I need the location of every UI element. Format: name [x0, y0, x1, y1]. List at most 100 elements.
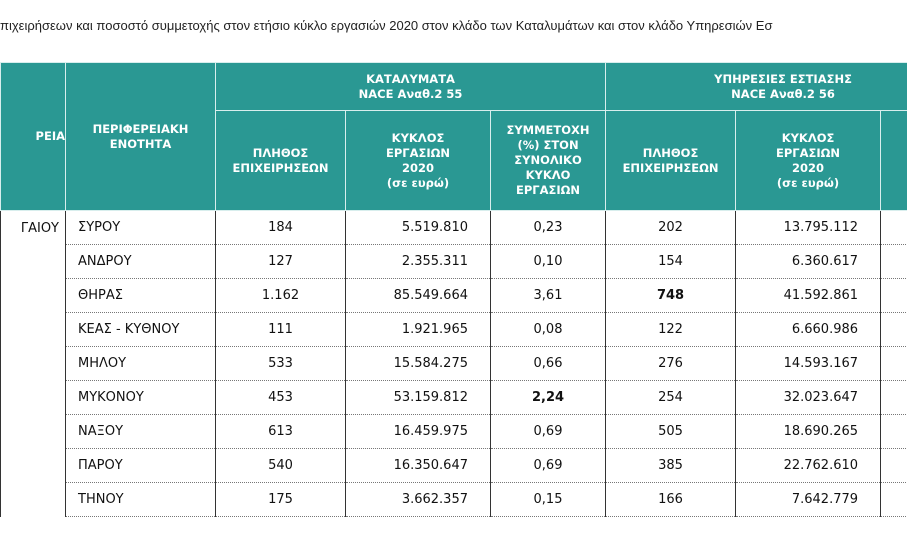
- table-cell: 254: [605, 380, 737, 415]
- header-line: ΣΥΜΜΕΤΟΧΗ: [506, 123, 590, 137]
- column-header: ΚΥΚΛΟΣ ΕΡΓΑΣΙΩΝ 2020 (σε ευρώ): [735, 110, 882, 211]
- table-cell: 0,23: [489, 210, 607, 245]
- column-header: ΣΥΣ: [880, 110, 907, 211]
- table-cell: 385: [605, 448, 737, 483]
- region-cell: ΓΑΙΟΥ: [0, 210, 66, 517]
- column-header: ΠΛΗΘΟΣ ΕΠΙΧΕΙΡΗΣΕΩΝ: [605, 110, 737, 211]
- table-cell: [880, 380, 907, 415]
- header-line: (%) ΣΤΟΝ: [517, 138, 579, 152]
- table-cell: 41.592.861: [735, 278, 882, 313]
- table-cell: ΤΗΝΟΥ: [65, 482, 216, 517]
- table-cell: [880, 346, 907, 381]
- table-row: ΓΑΙΟΥ ΣΥΡΟΥ 184 5.519.810 0,23 202 13.795.112: [0, 210, 907, 517]
- table-cell: 0,15: [489, 482, 607, 517]
- column-header: ΣΥΜΜΕΤΟΧΗ (%) ΣΤΟΝ ΣΥΝΟΛΙΚΟ ΚΥΚΛΟ ΕΡΓΑΣΙΩΝ: [489, 110, 607, 211]
- table-cell: 13.795.112: [735, 210, 882, 245]
- table-cell: 453: [215, 380, 346, 415]
- column-header: ΚΥΚΛΟΣ ΕΡΓΑΣΙΩΝ 2020 (σε ευρώ): [345, 110, 491, 211]
- header-line: ΕΡΓΑΣΙΩΝ: [515, 183, 581, 197]
- table-cell: 6.660.986: [735, 312, 882, 347]
- group-header: ΥΠΗΡΕΣΙΕΣ ΕΣΤΙΑΣΗΣ NACE Αναθ.2 56: [605, 62, 907, 111]
- table-cell: 0,69: [489, 448, 607, 483]
- table-cell: 3.662.357: [345, 482, 491, 517]
- table-cell: 18.690.265: [735, 414, 882, 449]
- table-cell: 16.350.647: [345, 448, 491, 483]
- header-line: 2020: [792, 160, 825, 175]
- table-cell: 5.519.810: [345, 210, 491, 245]
- table-cell: ΜΥΚΟΝΟΥ: [65, 380, 216, 415]
- table-cell: 613: [215, 414, 346, 449]
- group-name: ΥΠΗΡΕΣΙΕΣ ΕΣΤΙΑΣΗΣ: [714, 71, 852, 86]
- table-cell: ΝΑΞΟΥ: [65, 414, 216, 449]
- table-row: ΝΑΞΟΥ 613 16.459.975 0,69 505 18.690.265: [1, 414, 907, 449]
- table-header: ΡΕΙΑ ΠΕΡΙΦΕΡΕΙΑΚΗ ΕΝΟΤΗΤΑ ΚΑΤΑΛΥΜΑΤΑ NACE Αν…: [0, 62, 907, 211]
- header-line: ΣΥΝΟΛΙΚΟ: [514, 153, 582, 167]
- table-cell: 127: [215, 244, 346, 279]
- table-cell: [880, 244, 907, 279]
- header-line: ΚΥΚΛΟΣ: [391, 130, 445, 145]
- table-cell: 22.762.610: [735, 448, 882, 483]
- table-cell: [880, 278, 907, 313]
- table-cell: 111: [215, 312, 346, 347]
- table-cell: 2.355.311: [345, 244, 491, 279]
- header-cell: ΠΕΡΙΦΕΡΕΙΑΚΗ ΕΝΟΤΗΤΑ: [65, 62, 216, 211]
- header-line: ΕΠΙΧΕΙΡΗΣΕΩΝ: [232, 160, 329, 175]
- table-cell: ΑΝΔΡΟΥ: [65, 244, 216, 279]
- header-line: ΕΡΓΑΣΙΩΝ: [776, 145, 841, 160]
- table-cell: 175: [215, 482, 346, 517]
- table-cell: ΘΗΡΑΣ: [65, 278, 216, 313]
- table-cell: ΜΗΛΟΥ: [65, 346, 216, 381]
- table-row: ΚΕΑΣ - ΚΥΘΝΟΥ 111 1.921.965 0,08 122 6.660.98…: [1, 312, 907, 347]
- table-cell: 0,08: [489, 312, 607, 347]
- table-cell: [880, 482, 907, 517]
- table-row: ΑΝΔΡΟΥ 127 2.355.311 0,10 154 6.360.617: [1, 244, 907, 279]
- table-cell: 166: [605, 482, 737, 517]
- table-cell: 505: [605, 414, 737, 449]
- header-line: ΣΥ: [881, 146, 907, 161]
- table-row: ΘΗΡΑΣ 1.162 85.549.664 3,61 748 41.592.861: [1, 278, 907, 313]
- table-cell: 0,69: [489, 414, 607, 449]
- header-line: ΠΛΗΘΟΣ: [252, 145, 309, 160]
- table-cell: ΠΑΡΟΥ: [65, 448, 216, 483]
- table-row: ΜΗΛΟΥ 533 15.584.275 0,66 276 14.593.167: [1, 346, 907, 381]
- table-cell: [880, 312, 907, 347]
- table-cell: 53.159.812: [345, 380, 491, 415]
- table-cell: 1.921.965: [345, 312, 491, 347]
- table-cell: 276: [605, 346, 737, 381]
- group-name: ΚΑΤΑΛΥΜΑΤΑ: [366, 71, 455, 86]
- table-cell: [880, 414, 907, 449]
- table-cell: 14.593.167: [735, 346, 882, 381]
- table-cell: 748: [605, 278, 737, 313]
- table-cell: 85.549.664: [345, 278, 491, 313]
- header-line: 2020: [401, 160, 434, 175]
- header-line: Σ: [881, 161, 907, 176]
- header-row: ΡΕΙΑ ΠΕΡΙΦΕΡΕΙΑΚΗ ΕΝΟΤΗΤΑ ΚΑΤΑΛΥΜΑΤΑ NACE Αν…: [0, 62, 907, 211]
- table-cell: [880, 210, 907, 245]
- group-header: ΚΑΤΑΛΥΜΑΤΑ NACE Αναθ.2 55: [214, 62, 607, 111]
- table-cell: ΚΕΑΣ - ΚΥΘΝΟΥ: [65, 312, 216, 347]
- table-cell: 7.642.779: [735, 482, 882, 517]
- header-line: (σε ευρώ): [386, 175, 450, 190]
- header-line: (σε ευρώ): [776, 175, 840, 190]
- header-line: ΕΝΟΤΗΤΑ: [109, 136, 172, 151]
- table-cell: 184: [215, 210, 346, 245]
- table-cell: 533: [215, 346, 346, 381]
- title: πιχειρήσεων και ποσοστό συμμετοχής στον …: [0, 18, 773, 33]
- table-cell: 16.459.975: [345, 414, 491, 449]
- table-cell: 32.023.647: [735, 380, 882, 415]
- table-row: ΜΥΚΟΝΟΥ 453 53.159.812 2,24 254 32.023.647: [1, 380, 907, 415]
- table-cell: 122: [605, 312, 737, 347]
- table-row: ΤΗΝΟΥ 175 3.662.357 0,15 166 7.642.779: [1, 482, 907, 517]
- table-cell: 202: [605, 210, 737, 245]
- header-line: ΠΕΡΙΦΕΡΕΙΑΚΗ: [92, 121, 189, 136]
- table-cell: 540: [215, 448, 346, 483]
- table-cell: 154: [605, 244, 737, 279]
- table-cell: 15.584.275: [345, 346, 491, 381]
- table-cell: [880, 448, 907, 483]
- header-line: ΚΥΚΛΟΣ: [781, 130, 835, 145]
- data-table: ΡΕΙΑ ΠΕΡΙΦΕΡΕΙΑΚΗ ΕΝΟΤΗΤΑ ΚΑΤΑΛΥΜΑΤΑ NACE Αν…: [0, 62, 907, 517]
- table-cell: 1.162: [215, 278, 346, 313]
- table-cell: ΣΥΡΟΥ: [65, 210, 216, 245]
- header-line: ΕΡΓΑΣΙΩΝ: [385, 145, 451, 160]
